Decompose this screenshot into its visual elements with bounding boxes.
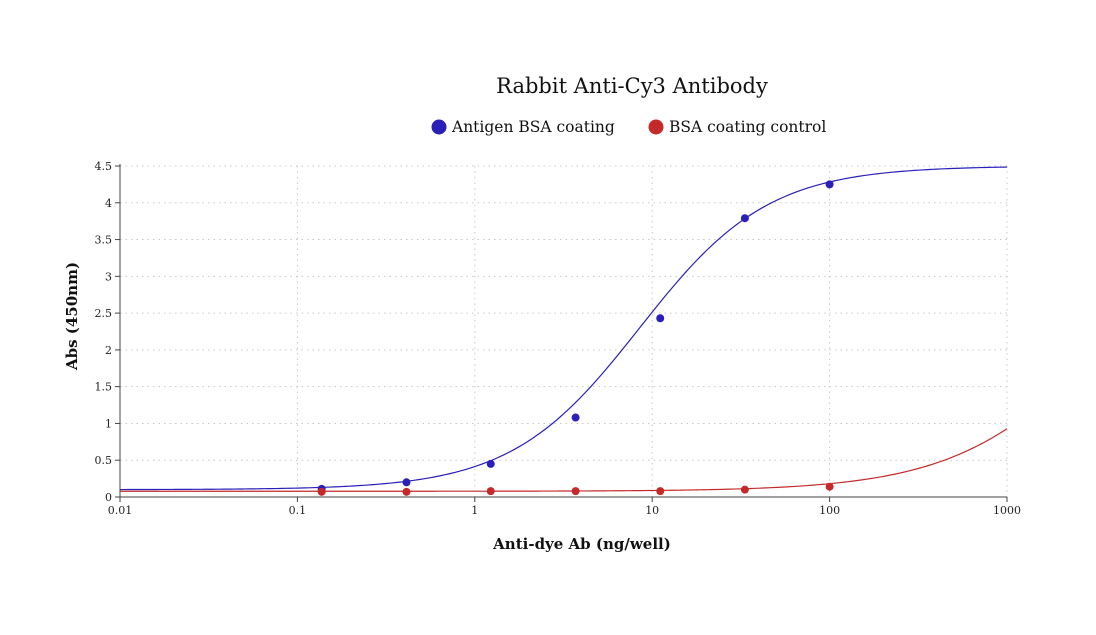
x-axis-title: Anti-dye Ab (ng/well) [492, 535, 671, 553]
data-point-series-1 [825, 482, 834, 491]
grid [120, 165, 1008, 497]
data-point-series-1 [317, 487, 326, 496]
data-point-series-1 [656, 487, 665, 496]
legend-marker-control [648, 119, 664, 135]
y-axis-title: Abs (450nm) [63, 262, 81, 371]
legend-marker-antigen [431, 119, 447, 135]
y-tick-label: 1.5 [95, 381, 113, 394]
chart-title: Rabbit Anti-Cy3 Antibody [496, 74, 768, 98]
x-axis-ticks: 0.01 0.1 1 10 100 1000 [108, 497, 1021, 517]
legend-label-antigen: Antigen BSA coating [451, 118, 615, 136]
x-tick-label: 0.1 [289, 504, 307, 517]
y-tick-label: 4.5 [95, 160, 113, 173]
data-point-series-1 [571, 487, 580, 496]
data-point-series-1 [740, 485, 749, 494]
y-tick-label: 4 [105, 197, 112, 210]
fit-curve-series-0 [119, 166, 1008, 491]
data-point-series-0 [402, 478, 411, 487]
data-point-series-0 [486, 459, 495, 468]
y-tick-label: 1 [105, 417, 112, 430]
data-point-series-0 [571, 413, 580, 422]
data-point-series-0 [656, 314, 665, 323]
fit-curve-series-1 [120, 428, 1008, 492]
y-tick-label: 3 [105, 270, 112, 283]
data-point-series-1 [486, 487, 495, 496]
y-tick-label: 0.5 [95, 454, 113, 467]
y-tick-label: 0 [105, 491, 112, 504]
x-tick-label: 0.01 [108, 504, 133, 517]
y-tick-label: 3.5 [95, 234, 113, 247]
data-point-series-0 [740, 214, 749, 223]
y-tick-label: 2 [105, 344, 112, 357]
x-tick-label: 10 [645, 504, 659, 517]
legend-label-control: BSA coating control [669, 118, 826, 136]
legend-item-antigen: Antigen BSA coating [431, 118, 615, 136]
data-points [317, 180, 834, 496]
axes [119, 164, 1007, 498]
fit-curves [119, 166, 1008, 492]
data-point-series-1 [402, 487, 411, 496]
data-point-series-0 [825, 180, 834, 189]
x-tick-label: 1000 [993, 504, 1021, 517]
legend-item-control: BSA coating control [648, 118, 826, 136]
x-tick-label: 1 [471, 504, 478, 517]
y-tick-label: 2.5 [95, 307, 113, 320]
y-axis-ticks: 0 0.5 1 1.5 2 2.5 3 3.5 4 4.5 [95, 160, 120, 504]
legend: Antigen BSA coating BSA coating control [431, 118, 826, 136]
x-tick-label: 100 [819, 504, 840, 517]
